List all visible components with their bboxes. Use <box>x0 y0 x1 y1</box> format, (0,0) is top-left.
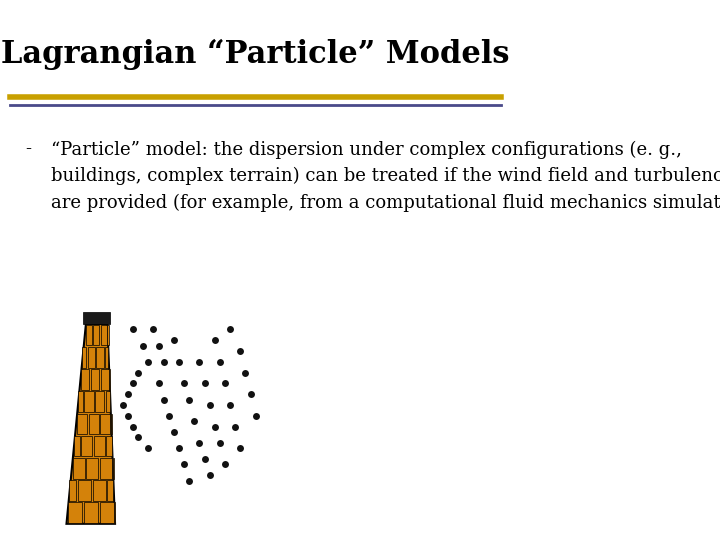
Polygon shape <box>94 436 105 456</box>
Polygon shape <box>99 502 114 523</box>
Polygon shape <box>69 480 76 501</box>
Polygon shape <box>84 502 98 523</box>
Polygon shape <box>86 458 99 478</box>
Text: “Particle” model: the dispersion under complex configurations (e. g.,
buildings,: “Particle” model: the dispersion under c… <box>51 140 720 212</box>
Polygon shape <box>88 347 95 368</box>
Polygon shape <box>100 414 110 434</box>
Polygon shape <box>107 325 109 346</box>
Polygon shape <box>114 502 115 523</box>
Polygon shape <box>107 480 114 501</box>
Polygon shape <box>73 458 85 478</box>
Polygon shape <box>89 414 99 434</box>
Polygon shape <box>77 414 87 434</box>
Polygon shape <box>101 325 107 346</box>
Polygon shape <box>101 369 109 390</box>
Polygon shape <box>107 436 112 456</box>
Polygon shape <box>96 347 104 368</box>
Polygon shape <box>84 392 94 412</box>
Polygon shape <box>78 392 83 412</box>
Polygon shape <box>106 392 110 412</box>
Text: -: - <box>26 140 32 158</box>
Text: Lagrangian “Particle” Models: Lagrangian “Particle” Models <box>1 38 510 70</box>
Polygon shape <box>111 414 112 434</box>
Polygon shape <box>86 325 91 346</box>
Polygon shape <box>109 369 110 390</box>
Polygon shape <box>83 312 110 324</box>
Polygon shape <box>92 480 106 501</box>
Polygon shape <box>94 325 99 346</box>
Polygon shape <box>81 436 92 456</box>
Polygon shape <box>78 480 91 501</box>
Polygon shape <box>66 324 115 524</box>
Polygon shape <box>81 369 89 390</box>
Polygon shape <box>82 347 86 368</box>
Polygon shape <box>100 458 112 478</box>
Polygon shape <box>95 392 104 412</box>
Polygon shape <box>91 369 99 390</box>
Polygon shape <box>73 436 80 456</box>
Polygon shape <box>105 347 108 368</box>
Polygon shape <box>68 502 83 523</box>
Polygon shape <box>112 458 114 478</box>
